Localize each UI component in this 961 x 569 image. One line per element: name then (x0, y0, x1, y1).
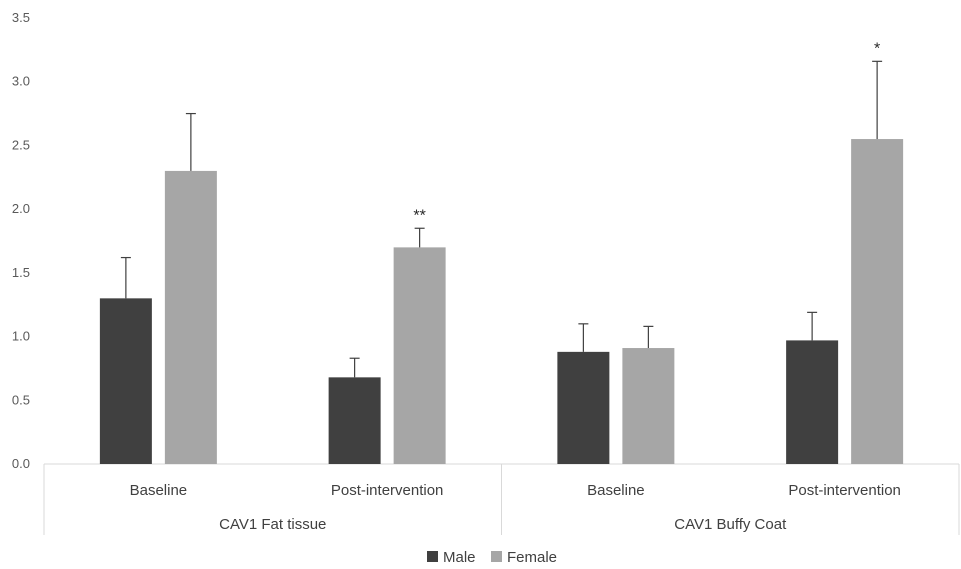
category-label: Post-intervention (788, 482, 901, 499)
legend-swatch-male (427, 551, 438, 562)
bar-female-3 (851, 139, 904, 465)
significance-marker: ** (413, 207, 425, 224)
category-label: Post-intervention (331, 482, 444, 499)
bar-male-3 (786, 340, 839, 464)
legend: Male Female (427, 549, 557, 566)
group-label: CAV1 Fat tissue (219, 516, 326, 533)
y-tick-label: 3.0 (12, 74, 30, 89)
bar-female-2 (622, 348, 675, 464)
bar-female-1 (393, 247, 446, 464)
bar-male-2 (557, 351, 610, 464)
bar-female-0 (164, 170, 217, 464)
group-label: CAV1 Buffy Coat (674, 516, 787, 533)
y-tick-label: 1.5 (12, 265, 30, 280)
bar-male-0 (99, 298, 152, 464)
category-label: Baseline (587, 482, 645, 499)
legend-swatch-female (491, 551, 502, 562)
y-tick-label: 0.5 (12, 392, 30, 407)
bars-layer (99, 139, 904, 465)
y-tick-label: 1.0 (12, 329, 30, 344)
error-bars-layer (120, 60, 883, 378)
y-tick-label: 3.5 (12, 10, 30, 25)
legend-label-female: Female (507, 549, 557, 566)
significance-marker: * (874, 40, 880, 57)
bar-male-1 (328, 377, 381, 464)
y-tick-label: 2.0 (12, 201, 30, 216)
y-tick-label: 0.0 (12, 456, 30, 471)
labels-layer: ***Baseline Post-intervention Baseline Post… (130, 40, 901, 533)
category-label: Baseline (130, 482, 188, 499)
legend-label-male: Male (443, 549, 476, 566)
y-tick-label: 2.5 (12, 137, 30, 152)
